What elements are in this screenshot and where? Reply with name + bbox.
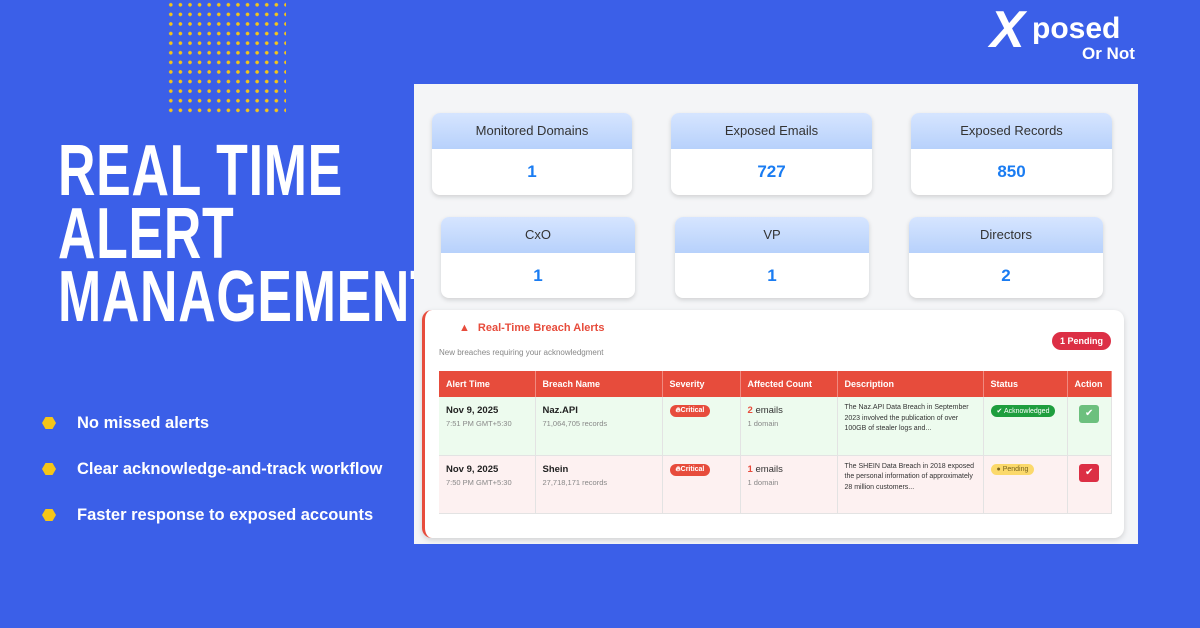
hexagon-bullet-icon — [42, 509, 56, 521]
severity-cell: 🔥︎Critical — [662, 455, 741, 514]
hexagon-bullet-icon — [42, 463, 56, 475]
affected-count-cell: 2 emails 1 domain — [740, 397, 838, 456]
stat-card-vp: VP 1 — [675, 217, 869, 298]
breach-alerts-card: ▲ Real-Time Breach Alerts New breaches re… — [422, 310, 1124, 538]
action-cell: ✔ — [1067, 455, 1112, 514]
title-line: MANAGEMENT — [58, 257, 443, 337]
domain-count: 1 domain — [747, 477, 779, 487]
title-line: REAL TIME — [58, 131, 343, 211]
warning-triangle-icon: ▲ — [459, 322, 470, 334]
email-count: 1 — [747, 463, 753, 475]
email-count: 2 — [747, 405, 753, 416]
stat-value: 1 — [767, 266, 777, 285]
stat-value: 1 — [527, 162, 537, 181]
breach-name-cell: Naz.API 71,064,705 records — [535, 397, 663, 456]
feature-item: Clear acknowledge-and-track workflow — [42, 446, 382, 492]
fire-icon: 🔥︎ — [675, 465, 681, 473]
status-cell: ● Pending — [983, 455, 1068, 514]
description-cell: The SHEIN Data Breach in 2018 exposed th… — [837, 455, 984, 514]
hero-title: REAL TIME ALERT MANAGEMENT — [58, 131, 443, 337]
column-header: Severity — [662, 371, 741, 397]
status-text: Pending — [1002, 465, 1029, 473]
pending-count-badge: 1 Pending — [1051, 332, 1111, 350]
stat-value: 1 — [533, 266, 543, 285]
severity-badge: 🔥︎Critical — [669, 405, 711, 417]
domain-count: 1 domain — [747, 419, 779, 428]
action-cell: ✔ — [1067, 397, 1112, 456]
stat-value: 2 — [1001, 266, 1011, 285]
stat-label: VP — [675, 217, 869, 253]
alert-time-cell: Nov 9, 2025 7:51 PM GMT+5:30 — [439, 397, 536, 456]
stat-card-cxo: CxO 1 — [441, 217, 635, 298]
affected-count-cell: 1 emails 1 domain — [740, 455, 838, 514]
stat-card-exposed-records: Exposed Records 850 — [911, 113, 1112, 195]
table-header: Alert Time Breach Name Severity Affected… — [439, 371, 1112, 397]
status-badge: ● Pending — [990, 463, 1035, 475]
breach-name: Naz.API — [542, 405, 578, 416]
feature-item: No missed alerts — [42, 400, 382, 446]
alert-date: Nov 9, 2025 — [446, 405, 499, 416]
alerts-title: ▲ Real-Time Breach Alerts — [459, 322, 604, 334]
fire-icon: 🔥︎ — [675, 407, 681, 414]
alert-time-cell: Nov 9, 2025 7:50 PM GMT+5:30 — [439, 455, 536, 514]
title-line: ALERT — [58, 194, 235, 274]
logo-or-not: Or Not — [1082, 44, 1135, 63]
table-row: Nov 9, 2025 7:50 PM GMT+5:30 Shein 27,718,… — [439, 455, 1112, 514]
hexagon-bullet-icon — [42, 417, 56, 429]
stat-card-directors: Directors 2 — [909, 217, 1103, 298]
description-cell: The Naz.API Data Breach in September 202… — [837, 397, 984, 456]
alerts-table: Alert Time Breach Name Severity Affected… — [439, 371, 1112, 514]
alerts-title-text: Real-Time Breach Alerts — [477, 322, 605, 334]
column-header: Breach Name — [535, 371, 663, 397]
table-row: Nov 9, 2025 7:51 PM GMT+5:30 Naz.API 71,06… — [439, 397, 1112, 456]
breach-description: The SHEIN Data Breach in 2018 exposed th… — [844, 462, 975, 491]
severity-text: Critical — [680, 407, 705, 414]
alert-time: 7:50 PM GMT+5:30 — [446, 477, 512, 487]
breach-records: 71,064,705 records — [542, 419, 608, 428]
xposedornot-logo: X posed Or Not — [990, 4, 1140, 66]
logo-posed: posed — [1032, 12, 1121, 45]
email-unit: emails — [755, 463, 783, 475]
column-header: Status — [983, 371, 1068, 397]
acknowledge-button[interactable]: ✔ — [1079, 463, 1100, 482]
column-header: Affected Count — [740, 371, 838, 397]
email-unit: emails — [755, 405, 783, 416]
clock-icon: ● — [996, 465, 1003, 473]
feature-text: Clear acknowledge-and-track workflow — [77, 459, 383, 478]
feature-list: No missed alerts Clear acknowledge-and-t… — [42, 400, 382, 538]
acknowledged-double-check-button[interactable]: ✔ — [1079, 405, 1100, 423]
stat-label: Monitored Domains — [432, 113, 632, 149]
status-text: Acknowledged — [1003, 408, 1050, 415]
stat-label: Directors — [909, 217, 1103, 253]
column-header: Description — [837, 371, 984, 397]
feature-text: Faster response to exposed accounts — [77, 505, 374, 524]
stat-value: 727 — [757, 162, 786, 181]
alert-time: 7:51 PM GMT+5:30 — [446, 419, 512, 428]
feature-text: No missed alerts — [77, 413, 210, 432]
logo-x: X — [990, 1, 1025, 59]
breach-name-cell: Shein 27,718,171 records — [535, 455, 663, 514]
feature-item: Faster response to exposed accounts — [42, 492, 382, 538]
stat-card-monitored-domains: Monitored Domains 1 — [432, 113, 632, 195]
check-circle-icon: ✔ — [996, 408, 1004, 415]
decorative-dot-grid — [166, 0, 286, 118]
severity-text: Critical — [680, 465, 705, 473]
dashboard-screenshot: Monitored Domains 1 Exposed Emails 727 Exp… — [414, 84, 1138, 544]
alert-date: Nov 9, 2025 — [446, 463, 499, 475]
stat-label: Exposed Records — [911, 113, 1112, 149]
status-badge: ✔ Acknowledged — [990, 405, 1056, 417]
column-header: Alert Time — [439, 371, 536, 397]
status-cell: ✔ Acknowledged — [983, 397, 1068, 456]
stat-label: CxO — [441, 217, 635, 253]
stat-label: Exposed Emails — [671, 113, 872, 149]
alerts-subtitle: New breaches requiring your acknowledgme… — [439, 348, 604, 357]
stat-card-exposed-emails: Exposed Emails 727 — [671, 113, 872, 195]
stat-value: 850 — [997, 162, 1026, 181]
breach-records: 27,718,171 records — [542, 477, 608, 487]
severity-badge: 🔥︎Critical — [669, 463, 711, 476]
severity-cell: 🔥︎Critical — [662, 397, 741, 456]
column-header: Action — [1067, 371, 1112, 397]
breach-name: Shein — [542, 463, 569, 475]
breach-description: The Naz.API Data Breach in September 202… — [844, 404, 969, 432]
